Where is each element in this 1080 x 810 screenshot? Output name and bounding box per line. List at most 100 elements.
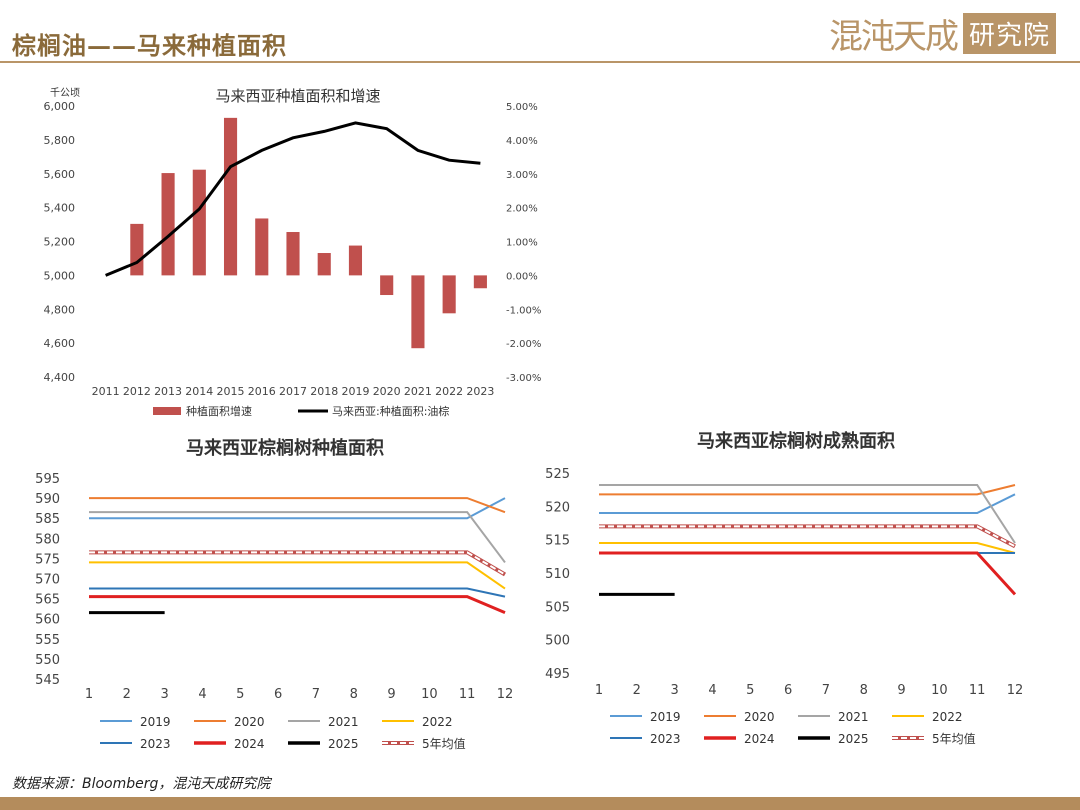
page-title: 棕榈油——马来种植面积 [12, 31, 287, 60]
x-tick-label: 5 [236, 687, 244, 702]
logo-box-text: 研究院 [962, 12, 1056, 54]
y-tick-label: 550 [35, 653, 60, 668]
y-right-tick-label: 2.00% [506, 204, 538, 215]
area-line [105, 121, 481, 277]
y-tick-label: 500 [545, 634, 570, 649]
x-tick-label: 2016 [248, 385, 276, 398]
series-line-2022 [89, 561, 506, 590]
legend-label: 2022 [422, 715, 453, 729]
series-line-2021 [89, 511, 506, 564]
y-left-tick-label: 4,400 [44, 371, 76, 384]
series-line-2019 [599, 493, 1016, 514]
series-line-2024 [89, 595, 506, 615]
x-tick-label: 6 [784, 683, 792, 698]
y-right-tick-label: -2.00% [506, 339, 541, 350]
y-tick-label: 590 [35, 492, 60, 507]
legend-label: 2023 [650, 732, 681, 746]
footer-bar [0, 797, 1080, 810]
series-line-2020 [599, 484, 1016, 496]
growth-bar [380, 275, 394, 296]
y-tick-label: 565 [35, 593, 60, 608]
x-tick-label: 4 [708, 683, 716, 698]
y-right-tick-label: 4.00% [506, 136, 538, 147]
x-tick-label: 2015 [217, 385, 245, 398]
x-tick-label: 3 [670, 683, 678, 698]
legend-label: 5年均值 [422, 736, 466, 751]
y-right-tick-label: 0.00% [506, 271, 538, 282]
y-right-tick-label: 5.00% [506, 102, 538, 113]
x-tick-label: 11 [459, 687, 476, 702]
legend-label: 2022 [932, 710, 963, 724]
x-tick-label: 2019 [341, 385, 369, 398]
y-tick-label: 570 [35, 573, 60, 588]
x-tick-label: 3 [160, 687, 168, 702]
y-right-tick-label: 1.00% [506, 238, 538, 249]
logo-text: 混沌天成 [828, 16, 959, 57]
series-line-2021 [599, 484, 1016, 544]
y-tick-label: 585 [35, 512, 60, 527]
x-tick-label: 2013 [154, 385, 182, 398]
x-tick-label: 2022 [435, 385, 463, 398]
x-tick-label: 6 [274, 687, 282, 702]
y-tick-label: 505 [545, 600, 570, 615]
y-tick-label: 560 [35, 613, 60, 628]
x-tick-label: 9 [387, 687, 395, 702]
growth-bar [348, 245, 363, 276]
chart-title: 马来西亚棕榈树成熟面积 [697, 430, 895, 452]
x-tick-label: 8 [860, 683, 868, 698]
growth-bar [317, 253, 331, 276]
y-tick-label: 495 [545, 667, 570, 682]
y-tick-label: 545 [35, 673, 60, 688]
series-line-2020 [89, 497, 506, 514]
x-tick-label: 1 [595, 683, 603, 698]
x-tick-label: 9 [897, 683, 905, 698]
y-tick-label: 575 [35, 552, 60, 567]
series-line-2022 [599, 542, 1016, 554]
growth-bar [255, 218, 269, 276]
chart-title: 马来西亚种植面积和增速 [215, 87, 380, 105]
legend-label-line: 马来西亚:种植面积:油棕 [332, 404, 449, 418]
y-left-tick-label: 5,000 [44, 269, 76, 282]
legend-label: 2020 [744, 710, 775, 724]
growth-bar [442, 275, 456, 314]
x-tick-label: 2014 [185, 385, 213, 398]
legend-label: 2025 [328, 737, 359, 751]
y-left-tick-label: 5,800 [44, 134, 76, 147]
x-tick-label: 2021 [404, 385, 432, 398]
y-tick-label: 595 [35, 472, 60, 487]
legend-label: 5年均值 [932, 731, 976, 746]
header-rule [0, 61, 1080, 63]
y-left-tick-label: 6,000 [44, 100, 76, 113]
chart-title: 马来西亚棕榈树种植面积 [186, 437, 384, 459]
x-tick-label: 1 [85, 687, 93, 702]
series-line-2024 [599, 551, 1017, 596]
x-tick-label: 10 [931, 683, 948, 698]
series-line-2023 [89, 587, 506, 598]
x-tick-label: 2017 [279, 385, 307, 398]
y-tick-label: 580 [35, 532, 60, 547]
series-line-5年均值-dash [599, 525, 1016, 548]
x-tick-label: 8 [350, 687, 358, 702]
x-tick-label: 5 [746, 683, 754, 698]
y-right-tick-label: -1.00% [506, 305, 541, 316]
growth-bar [161, 173, 175, 276]
x-tick-label: 2011 [92, 385, 120, 398]
legend-label: 2024 [234, 737, 265, 751]
legend-label: 2021 [838, 710, 869, 724]
x-tick-label: 7 [822, 683, 830, 698]
legend-label: 2020 [234, 715, 265, 729]
y-tick-label: 520 [545, 500, 570, 515]
x-tick-label: 10 [421, 687, 438, 702]
x-tick-label: 2012 [123, 385, 151, 398]
y-tick-label: 515 [545, 534, 570, 549]
legend-label: 2019 [140, 715, 171, 729]
x-tick-label: 12 [497, 687, 514, 702]
y-left-tick-label: 4,800 [44, 303, 76, 316]
x-tick-label: 2023 [466, 385, 494, 398]
legend-label: 2019 [650, 710, 681, 724]
growth-bar [192, 169, 206, 276]
source-note: 数据来源：Bloomberg，混沌天成研究院 [12, 776, 271, 792]
